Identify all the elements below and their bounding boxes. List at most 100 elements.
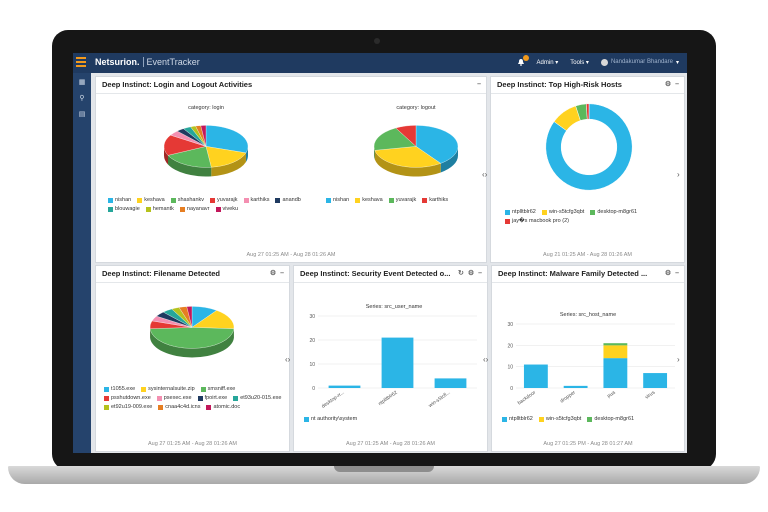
legend-item[interactable]: shashankv [170,197,204,203]
pie-side-3 [164,146,168,165]
resize-handle-icon[interactable]: › [677,170,680,179]
legend-item[interactable]: et93u20-015.exe [233,395,282,401]
legend-swatch [215,206,221,212]
legend-item[interactable]: t1055.exe [104,386,135,392]
legend-label: nishan [333,197,350,203]
report-icon[interactable]: ▤ [78,111,86,118]
legend-label: nt authority\system [311,416,358,422]
minimize-icon[interactable]: – [675,270,679,277]
minimize-icon[interactable]: – [477,81,481,88]
settings-icon[interactable]: ⚙ [664,81,672,88]
legend-item[interactable]: smsniff.exe [200,386,236,392]
pie-slice-nishan [205,125,249,154]
y-tick-label: 30 [309,314,315,320]
bar-pua-win-s5tcfg3qbt [603,345,628,359]
settings-icon[interactable]: ⚙ [269,270,277,277]
legend-item[interactable]: hemantk [145,206,174,212]
panel-filename-detected: Deep Instinct: Filename Detected ⚙ – t105… [95,265,290,452]
bar-win-s5tcfl...-nt authority\system [434,378,467,388]
menu-icon[interactable] [76,57,86,69]
legend-item[interactable]: fpoirt.exe [197,395,227,401]
legend-item[interactable]: sysinternalsuite.zip [141,386,195,392]
legend-swatch [388,197,394,203]
legend-item[interactable]: et92u19-009.exe [104,404,152,410]
legend-item[interactable]: keshava [355,197,383,203]
legend-item[interactable]: keshava [137,197,165,203]
notification-bell-icon[interactable] [517,55,529,66]
panel-title-text: Deep Instinct: Malware Family Detected .… [498,269,648,278]
legend-item[interactable]: yuvarajk [210,197,238,203]
minimize-icon[interactable]: – [280,270,284,277]
dashboard-grid-icon[interactable]: ▦ [78,79,86,86]
bar-pua-desktop-m8gr61 [603,343,628,346]
filename-legend: t1055.exe sysinternalsuite.zip smsniff.exe… [104,386,286,410]
legend-label: desktop-m8gr61 [597,209,638,215]
legend-item[interactable]: desktop-m8gr61 [590,209,637,215]
pie-side-0 [245,146,248,162]
minimize-icon[interactable]: – [675,81,679,88]
x-tick-label: dropper [559,390,577,405]
tools-label: Tools [570,59,585,66]
legend-label: keshava [362,197,383,203]
legend-item[interactable]: psshutdown.exe [104,395,151,401]
resize-handle-icon[interactable]: ‹› [483,355,489,364]
panel-security-event: Deep Instinct: Security Event Detected o… [293,265,488,452]
legend-swatch [505,218,510,224]
legend-label: smsniff.exe [207,386,236,392]
legend-item[interactable]: karthiks [243,197,269,203]
y-tick-label: 20 [507,343,513,349]
settings-icon[interactable]: ⚙ [467,270,475,277]
admin-menu[interactable]: Admin ▾ [536,59,559,66]
legend-label: desktop-m8gr61 [594,416,635,422]
legend-item[interactable]: nishan [108,197,131,203]
legend-swatch [197,395,203,401]
legend-item[interactable]: nt authority\system [304,416,357,422]
legend-item[interactable]: karthiks [422,197,448,203]
donut-slice-ntplltblr62 [545,103,633,191]
legend-item[interactable]: win-s5tcfg3qbt [541,209,584,215]
legend-swatch [326,197,331,203]
legend-swatch [137,197,143,203]
legend-label: et93u20-015.exe [240,395,282,401]
x-tick-label: ntplltblr62 [377,390,398,407]
legend-swatch [243,197,249,203]
legend-item[interactable]: ntplltblr62 [502,416,533,422]
screen: Netsurion. EventTracker Admin ▾ Tools ▾ N… [73,53,687,453]
legend-item[interactable]: psexec.exe [156,395,192,401]
panel-time-range: Aug 27 01:25 AM - Aug 28 01:26 AM [148,441,237,447]
legend-swatch [541,209,547,215]
settings-icon[interactable]: ⚙ [664,270,672,277]
legend-item[interactable]: atomic.doc [206,404,240,410]
legend-item[interactable]: nayanavr [179,206,210,212]
legend-item[interactable]: viveku [215,206,238,212]
legend-item[interactable]: jay�s macbook pro (2) [505,218,569,224]
legend-item[interactable]: nishan [326,197,349,203]
resize-handle-icon[interactable]: ‹› [285,355,291,364]
series-label: Series: src_user_name [365,304,423,310]
x-tick-label: win-s5tcfl... [428,390,452,409]
brand-logo: Netsurion. EventTracker [95,57,200,67]
tools-menu[interactable]: Tools ▾ [570,59,589,66]
legend-swatch [145,206,151,212]
legend-item[interactable]: win-s5tcfg3qbt [538,416,581,422]
minimize-icon[interactable]: – [478,270,482,277]
legend-swatch [156,395,162,401]
legend-swatch [210,197,216,203]
legend-item[interactable]: desktop-m8gr61 [587,416,634,422]
avatar [600,58,608,66]
legend-item[interactable]: ntplltblr62 [505,209,536,215]
user-menu[interactable]: Nandakumar Bhandare ▾ [600,58,679,66]
resize-handle-icon[interactable]: › [677,355,680,364]
malware-bar-chart: 0 10 20 30 backdoor dropper pua virus [507,322,675,406]
legend-item[interactable]: anandb [275,197,301,203]
legend-item[interactable]: cnaa4c4d.icns [158,404,200,410]
refresh-icon[interactable]: ↻ [457,270,464,277]
bar-desktop-rr...-nt authority\system [328,385,361,388]
resize-handle-icon[interactable]: ‹› [482,170,488,179]
camera [374,38,380,44]
legend-item[interactable]: blouwagie [108,206,140,212]
search-icon[interactable]: ⚲ [79,95,85,102]
legend-label: hemantk [152,206,174,212]
series-label: Series: src_host_name [559,312,617,318]
legend-item[interactable]: yuvarajk [388,197,416,203]
